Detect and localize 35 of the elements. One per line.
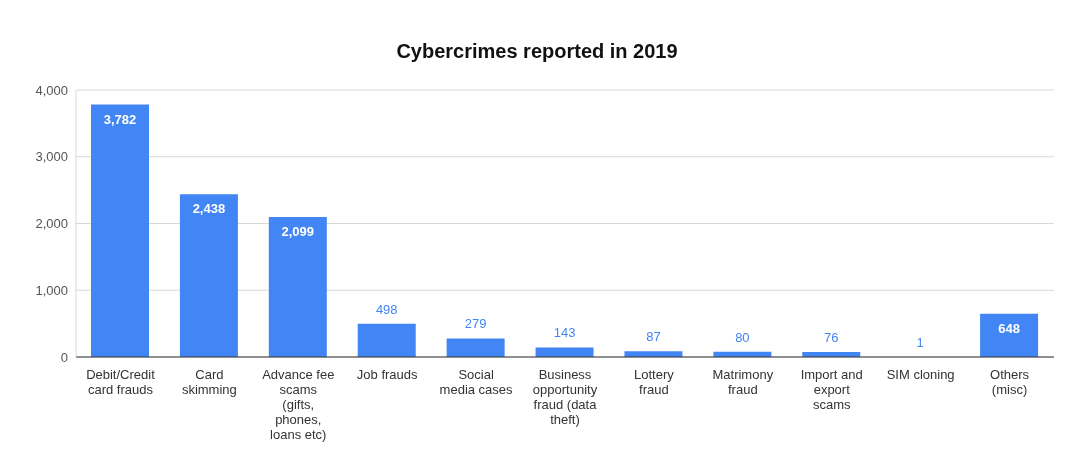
x-tick-label: SIM cloning [886,367,955,382]
x-tick-label: Others (misc) [990,367,1030,397]
data-label: 648 [998,320,1020,336]
x-tick-label: Job frauds [356,367,419,382]
data-label: 279 [464,316,487,332]
x-tick-label: Debit/Credit card frauds [86,367,156,397]
bar [357,323,416,357]
bar [535,347,594,357]
y-tick-label: 1,000 [35,282,68,298]
data-label: 1 [916,334,924,350]
bar [91,104,149,357]
data-label: 2,099 [281,223,315,239]
x-tick-label: Matrimony fraud [712,367,774,397]
chart-title: Cybercrimes reported in 2019 [395,40,679,63]
y-tick-label: 3,000 [35,149,68,165]
data-label: 143 [553,325,576,341]
x-tick-label: Business opportunity fraud (data theft) [532,367,598,427]
x-tick-label: Lottery fraud [634,367,675,397]
data-label: 76 [824,329,839,345]
x-tick-label: Social media cases [439,367,514,397]
data-label: 87 [646,329,661,345]
bar [179,194,238,357]
bar [268,216,327,357]
data-label: 2,438 [192,201,226,217]
data-label: 3,782 [103,111,137,127]
y-tick-label: 2,000 [35,216,68,232]
x-tick-label: Card skimming [181,367,237,397]
x-tick-label: Import and export scams [800,367,863,412]
y-tick-label: 4,000 [35,82,68,98]
bar [446,338,505,357]
data-label: 498 [375,301,398,317]
bar [980,313,1039,357]
x-tick-label: Advance fee scams (gifts, phones, loans etc) [262,367,335,442]
data-label: 80 [735,329,750,345]
y-tick-label: 0 [60,349,68,365]
